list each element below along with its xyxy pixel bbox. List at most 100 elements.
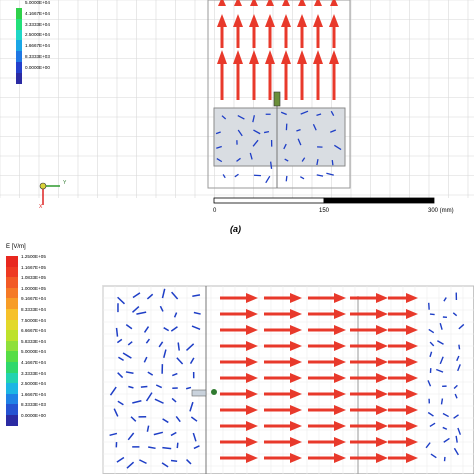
source-port <box>273 91 281 107</box>
field-arrow-small <box>130 416 137 422</box>
field-arrow-head <box>376 325 388 335</box>
field-arrow-head <box>406 357 418 367</box>
legend-label: 0.0000E+00 <box>21 413 46 418</box>
caption-a: (a) <box>230 224 241 234</box>
field-arrow-small <box>429 422 436 428</box>
field-arrow-head <box>334 293 346 303</box>
legend-color-cell <box>16 8 22 19</box>
top-panel: 5.0000E+04 4.1667E+04 3.3333E+04 2.5000E+04… <box>0 0 474 230</box>
field-arrow-small <box>146 425 150 432</box>
field-arrow-small <box>425 442 431 449</box>
field-arrow-small <box>316 159 319 166</box>
field-arrow-small <box>249 152 253 160</box>
legend-color-cell <box>6 319 18 331</box>
field-arrow-small <box>252 139 259 147</box>
field-arrow-head <box>290 309 302 319</box>
field-arrow-small <box>189 357 195 364</box>
field-arrow-small <box>429 341 435 347</box>
field-arrow-small <box>222 174 226 179</box>
legend-color-cell <box>16 62 22 73</box>
scale-tick-150: 150 <box>319 208 330 214</box>
legend-label: 5.8333E+04 <box>21 338 46 344</box>
field-arrow-small <box>109 432 118 437</box>
field-arrow-head <box>376 309 388 319</box>
field-arrow-head <box>246 421 258 431</box>
field-arrow-small <box>330 110 335 116</box>
legend-label: 1.6667E+04 <box>21 391 46 397</box>
field-arrow-head <box>406 389 418 399</box>
field-arrow-head <box>406 405 418 415</box>
field-arrow-small <box>161 288 166 299</box>
field-arrow-small <box>297 138 302 146</box>
field-arrow-small <box>126 461 135 469</box>
field-arrow-small <box>116 456 125 463</box>
field-arrow-small <box>269 161 273 169</box>
field-arrow-head <box>290 405 302 415</box>
field-arrow-head <box>376 405 388 415</box>
top-legend: 5.0000E+04 4.1667E+04 3.3333E+04 2.5000E+04… <box>6 0 66 85</box>
field-arrow-head <box>217 14 227 27</box>
triad-x-label: X <box>39 204 43 210</box>
legend-color-cell <box>6 309 18 320</box>
field-arrow-head <box>290 293 302 303</box>
field-arrow-small <box>148 446 156 450</box>
legend-color-cell <box>16 29 22 41</box>
legend-color-cell <box>6 404 18 415</box>
field-arrow-small <box>453 384 458 390</box>
bottom-field-plot <box>102 285 474 474</box>
field-arrow-small <box>162 446 172 450</box>
field-arrow-small <box>158 341 164 348</box>
field-arrow-small <box>192 294 201 297</box>
field-arrow-small <box>443 437 450 443</box>
legend-label: 8.3333E+03 <box>21 402 46 408</box>
field-arrow-head <box>297 14 307 27</box>
field-arrow-small <box>185 386 192 390</box>
field-arrow-head <box>330 0 338 6</box>
field-arrow-small <box>430 453 437 459</box>
field-arrow-head <box>266 0 274 6</box>
field-arrow-head <box>376 437 388 447</box>
top-legend-colorbar <box>16 8 22 84</box>
field-arrow-head <box>281 50 291 64</box>
legend-color-cell <box>16 18 22 30</box>
source-marker <box>211 389 217 395</box>
legend-label: 1.2500E+05 <box>21 254 46 259</box>
field-arrow-small <box>171 397 177 403</box>
field-arrow-small <box>427 411 434 417</box>
legend-color-cell <box>16 72 22 84</box>
legend-label: 1.0000E+05 <box>21 285 46 291</box>
field-arrow-small <box>428 328 435 334</box>
field-arrow-head <box>282 0 290 6</box>
field-arrow-small <box>190 416 198 422</box>
field-arrow-head <box>334 453 346 463</box>
field-arrow-small <box>163 327 170 332</box>
field-arrow-head <box>297 50 307 64</box>
field-arrow-small <box>331 159 334 166</box>
field-arrow-small <box>442 426 448 430</box>
field-arrow-small <box>154 398 164 404</box>
bottom-legend: 1.2500E+05 1.1667E+05 1.0833E+05 1.0000E+05… <box>6 254 66 434</box>
legend-label: 7.5000E+04 <box>21 317 46 323</box>
field-arrow-small <box>122 352 132 359</box>
field-arrow-small <box>116 338 123 344</box>
field-arrow-small <box>139 459 147 465</box>
field-arrow-head <box>334 373 346 383</box>
field-arrow-small <box>128 385 134 389</box>
field-arrow-head <box>298 0 306 6</box>
legend-label: 9.1667E+04 <box>21 296 46 302</box>
field-arrow-head <box>246 341 258 351</box>
field-arrow-small <box>452 312 458 317</box>
field-arrow-small <box>115 327 119 337</box>
field-arrow-head <box>218 0 226 6</box>
field-arrow-small <box>458 344 461 350</box>
legend-label: 6.6667E+04 <box>21 328 46 334</box>
legend-label: 4.1667E+04 <box>21 360 46 365</box>
field-arrow-small <box>117 372 124 379</box>
field-arrow-small <box>439 356 444 365</box>
field-arrow-head <box>217 50 227 64</box>
field-arrow-head <box>334 421 346 431</box>
field-arrow-small <box>146 293 154 300</box>
field-arrow-small <box>147 371 154 376</box>
field-arrow-head <box>334 341 346 351</box>
field-arrow-head <box>376 453 388 463</box>
